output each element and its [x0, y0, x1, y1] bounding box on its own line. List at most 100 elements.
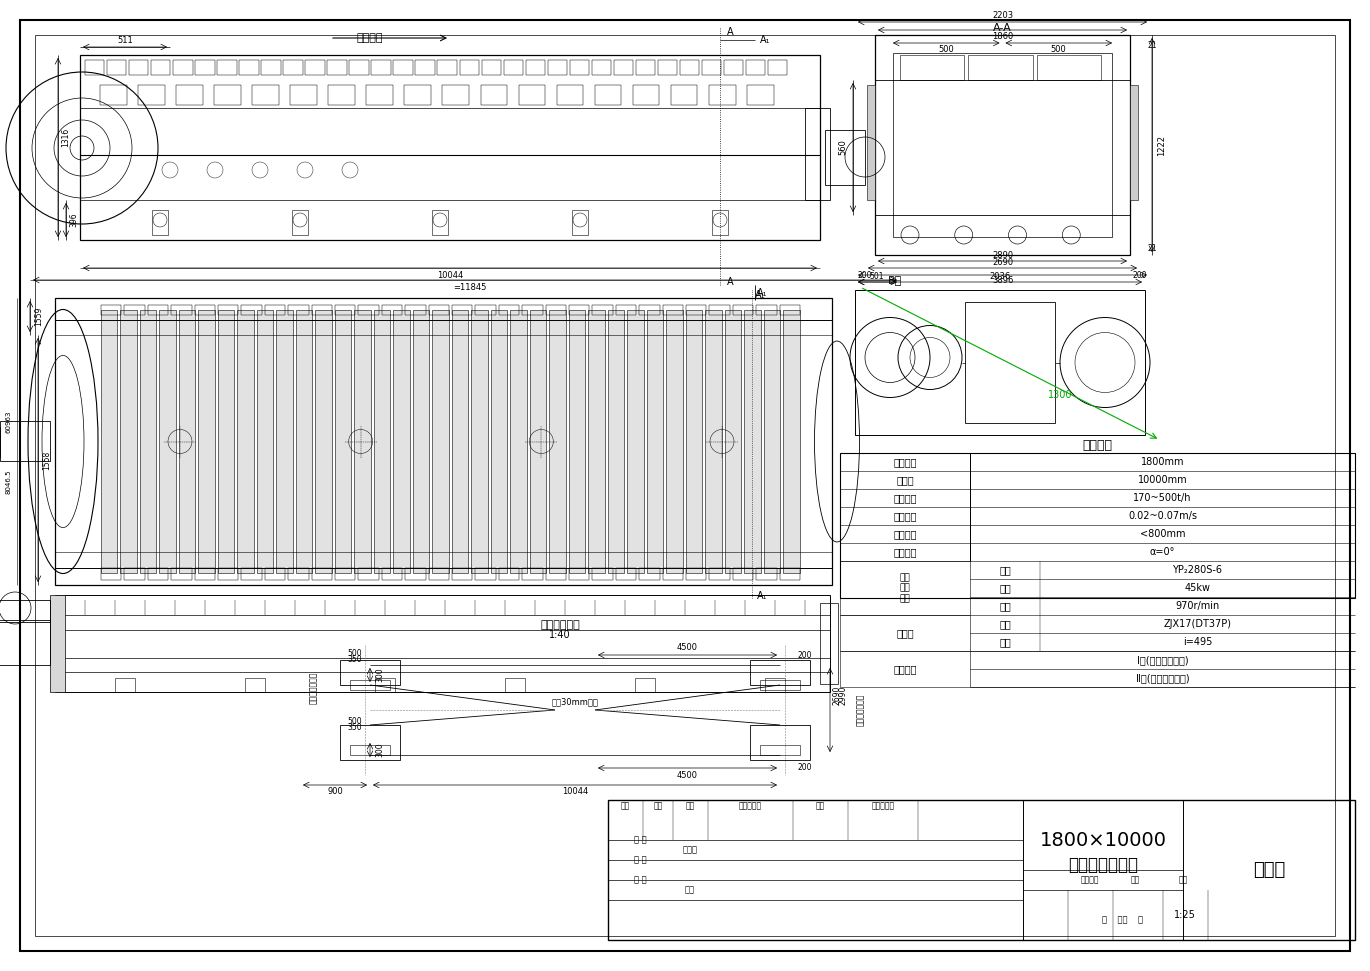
Bar [452, 305, 473, 315]
Bar [237, 310, 253, 573]
Bar [867, 85, 875, 200]
Text: 170~500t/h: 170~500t/h [1133, 493, 1192, 503]
Bar [406, 568, 426, 580]
Bar [374, 310, 390, 573]
Text: 500: 500 [348, 649, 362, 657]
Bar [349, 680, 390, 690]
Bar [432, 210, 448, 235]
Text: 200: 200 [858, 271, 873, 280]
Bar [0, 600, 49, 622]
Bar [290, 85, 316, 105]
Text: 2203: 2203 [992, 11, 1012, 19]
Bar [101, 568, 122, 580]
Text: YP₂280S-6: YP₂280S-6 [1173, 565, 1222, 575]
Bar [519, 85, 545, 105]
Text: 4500: 4500 [677, 644, 697, 653]
Text: 500: 500 [1051, 45, 1067, 53]
Text: 200: 200 [797, 763, 812, 773]
Bar [569, 310, 585, 573]
Bar [680, 60, 699, 75]
Bar [429, 305, 449, 315]
Text: 60963: 60963 [5, 411, 12, 433]
Bar [1130, 85, 1138, 200]
Bar [658, 60, 677, 75]
Bar [471, 310, 488, 573]
Bar [640, 568, 659, 580]
Bar [821, 603, 838, 684]
Bar [627, 310, 644, 573]
Text: 重型板式给料机: 重型板式给料机 [1069, 856, 1138, 874]
Bar [306, 60, 325, 75]
Bar [855, 290, 1145, 435]
Bar [100, 85, 126, 105]
Text: Ⅱ型(驱动装置右装): Ⅱ型(驱动装置右装) [1136, 673, 1189, 683]
Text: 1860: 1860 [992, 31, 1014, 41]
Bar [140, 310, 156, 573]
Text: 1:25: 1:25 [1174, 910, 1196, 920]
Bar [663, 305, 684, 315]
Text: 给料速度: 给料速度 [893, 511, 917, 521]
Bar [0, 421, 49, 461]
Bar [608, 310, 625, 573]
Bar [340, 725, 400, 760]
Bar [406, 305, 426, 315]
Bar [151, 60, 170, 75]
Bar [284, 60, 303, 75]
Bar [666, 310, 684, 573]
Bar [647, 310, 663, 573]
Text: 链板宽度: 链板宽度 [893, 457, 917, 467]
Bar [780, 305, 800, 315]
Bar [840, 561, 970, 615]
Text: 拉紧装置中心线: 拉紧装置中心线 [855, 694, 864, 726]
Bar [840, 615, 970, 651]
Bar [475, 568, 496, 580]
Bar [549, 310, 566, 573]
Bar [355, 310, 371, 573]
Bar [218, 305, 238, 315]
Text: 1:40: 1:40 [549, 630, 571, 640]
Text: 21: 21 [1147, 41, 1156, 50]
Bar [101, 305, 122, 315]
Bar [615, 568, 636, 580]
Bar [570, 60, 589, 75]
Bar [526, 60, 545, 75]
Bar [107, 60, 126, 75]
Bar [475, 305, 496, 315]
Text: 8046.5: 8046.5 [5, 469, 12, 493]
Text: ZJX17(DT37P): ZJX17(DT37P) [1163, 619, 1232, 629]
Bar [1037, 55, 1101, 80]
Bar [706, 310, 722, 573]
Bar [412, 310, 430, 573]
Bar [764, 678, 785, 692]
Bar [548, 60, 567, 75]
Bar [336, 305, 355, 315]
Bar [152, 210, 169, 235]
Bar [138, 85, 164, 105]
Bar [125, 568, 145, 580]
Text: 350: 350 [348, 723, 362, 732]
Bar [292, 210, 308, 235]
Text: 更改文件号: 更改文件号 [738, 801, 762, 811]
Bar [481, 85, 507, 105]
Bar [0, 620, 49, 665]
Bar [101, 310, 118, 573]
Text: 45kw: 45kw [1185, 583, 1211, 593]
Text: 中心距: 中心距 [896, 475, 914, 485]
Bar [245, 678, 264, 692]
Bar [708, 85, 736, 105]
Bar [569, 568, 589, 580]
Bar [125, 305, 145, 315]
Text: 批准: 批准 [685, 886, 695, 894]
Bar [179, 310, 196, 573]
Text: 处数: 处数 [653, 801, 663, 811]
Text: 511: 511 [116, 36, 133, 45]
Text: i=495: i=495 [1182, 637, 1212, 647]
Bar [393, 310, 410, 573]
Bar [252, 85, 279, 105]
Text: 标记: 标记 [621, 801, 630, 811]
Bar [288, 305, 308, 315]
Text: 200: 200 [797, 651, 812, 659]
Text: <800mm: <800mm [1140, 529, 1185, 539]
Bar [429, 568, 449, 580]
Bar [264, 305, 285, 315]
